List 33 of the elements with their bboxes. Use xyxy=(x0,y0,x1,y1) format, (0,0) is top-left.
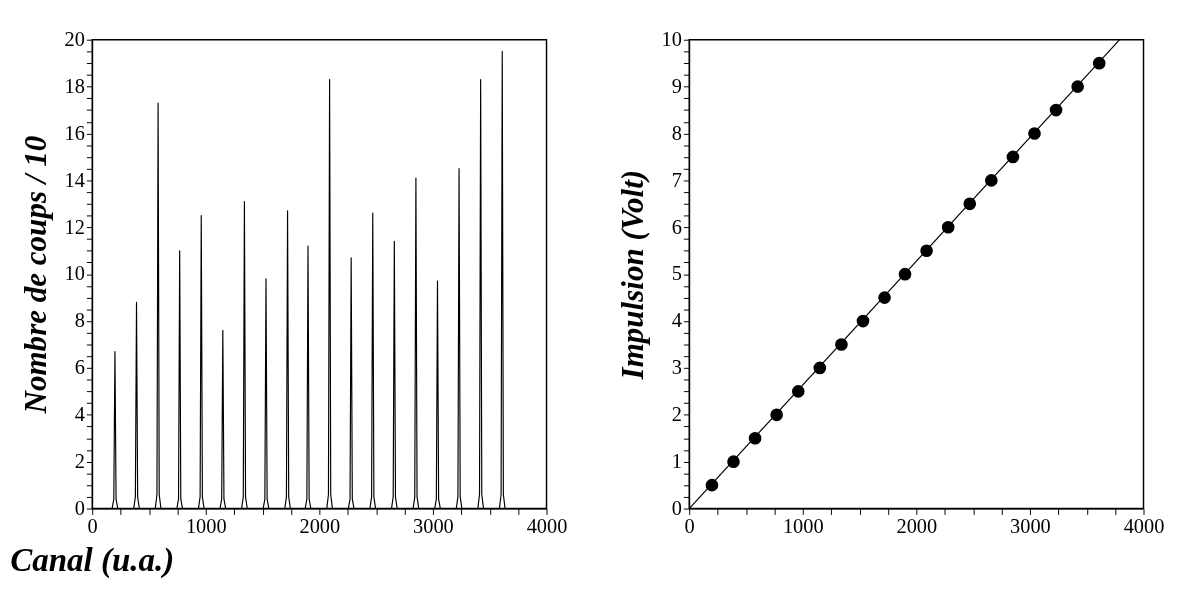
y-tick-label: 12 xyxy=(64,215,85,238)
y-tick-label: 14 xyxy=(64,168,85,191)
y-tick-label: 3 xyxy=(671,356,682,379)
y-tick-label: 9 xyxy=(671,74,682,97)
y-tick-label: 4 xyxy=(671,309,682,332)
y-tick-label: 1 xyxy=(671,450,682,473)
y-tick-label: 10 xyxy=(64,262,85,285)
y-tick-label: 0 xyxy=(671,496,682,519)
y-tick-label: 7 xyxy=(671,168,682,191)
y-tick-label: 16 xyxy=(64,121,85,144)
x-tick-label: 3000 xyxy=(1010,515,1051,538)
x-tick-label: 4000 xyxy=(1123,515,1165,538)
x-tick-label: 1000 xyxy=(185,515,227,538)
x-tick-label: 4000 xyxy=(526,515,568,538)
y-tick-label: 5 xyxy=(671,262,682,285)
y-tick-label: 2 xyxy=(74,450,85,473)
y-tick-label: 10 xyxy=(661,28,682,51)
y-tick-label: 18 xyxy=(64,74,85,97)
x-tick-label: 3000 xyxy=(413,515,454,538)
y-tick-label: 8 xyxy=(74,309,85,332)
y-tick-label: 2 xyxy=(671,403,682,426)
x-tick-label: 1000 xyxy=(782,515,824,538)
y-tick-label: 0 xyxy=(74,496,85,519)
y-axis-title: Impulsion (Volt) xyxy=(615,169,651,381)
y-tick-label: 8 xyxy=(671,121,682,144)
y-tick-label: 6 xyxy=(671,215,682,238)
y-axis-title: Nombre de coups / 10 xyxy=(18,135,54,415)
y-tick-label: 6 xyxy=(74,356,85,379)
x-axis-title: Canal (u.a.) xyxy=(10,542,175,580)
y-tick-label: 20 xyxy=(64,28,85,51)
y-tick-label: 4 xyxy=(74,403,85,426)
x-tick-label: 2000 xyxy=(896,515,938,538)
x-tick-label: 2000 xyxy=(299,515,341,538)
